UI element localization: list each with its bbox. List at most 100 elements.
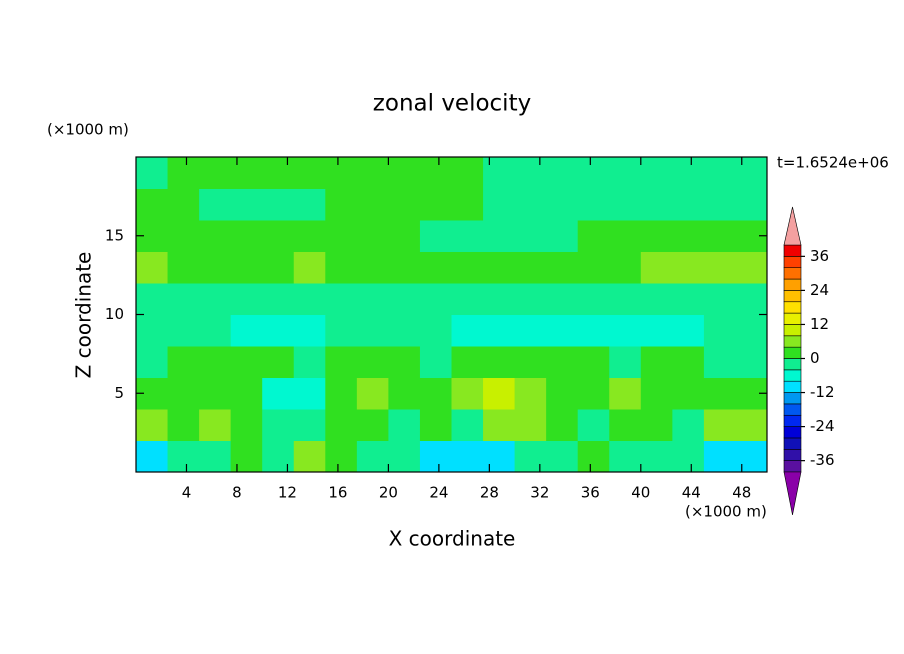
colorbar-box [783, 426, 802, 439]
contour-cell [640, 157, 673, 189]
contour-cell [356, 377, 389, 410]
contour-cell [388, 220, 421, 252]
contour-cell [388, 314, 421, 347]
x-tick-label: 12 [278, 484, 297, 502]
contour-cell [640, 346, 673, 378]
contour-cell [325, 314, 358, 347]
contour-cell [136, 314, 169, 347]
contour-cell [262, 220, 295, 252]
colorbar-tick-label: 12 [810, 315, 829, 333]
contour-cell [419, 220, 452, 252]
contour-cell [514, 346, 547, 378]
contour-cell [356, 440, 389, 473]
contour-cell [483, 157, 516, 189]
colorbar-box [783, 346, 802, 359]
contour-cell [167, 220, 200, 252]
colorbar-extend-high [783, 206, 802, 246]
contour-cell [451, 251, 484, 284]
colorbar-box [783, 437, 802, 450]
x-tick-label: 8 [232, 484, 242, 502]
contour-cell [577, 157, 610, 189]
contour-cell [577, 251, 610, 284]
contour-cell [167, 409, 200, 441]
contour-cell [388, 188, 421, 221]
colorbar-box [783, 392, 802, 405]
contour-cell [483, 251, 516, 284]
contour-cell [514, 440, 547, 473]
colorbar-tick-label: 36 [810, 247, 829, 265]
contour-cell [703, 251, 736, 284]
contour-cell [577, 188, 610, 221]
contour-cell [167, 346, 200, 378]
contour-cell [577, 314, 610, 347]
contour-cell [388, 346, 421, 378]
contour-cell [672, 440, 705, 473]
contour-cell [703, 346, 736, 378]
contour-cell [293, 157, 326, 189]
contour-cell [356, 409, 389, 441]
contour-cell [546, 409, 579, 441]
contour-cell [703, 409, 736, 441]
contour-cell [609, 440, 642, 473]
contour-cell [640, 220, 673, 252]
contour-cell [672, 377, 705, 410]
contour-cell [356, 251, 389, 284]
contour-cell [230, 377, 263, 410]
contour-cell [262, 377, 295, 410]
contour-cell [136, 157, 169, 189]
contour-cell [577, 377, 610, 410]
contour-cell [451, 440, 484, 473]
contour-cell [262, 409, 295, 441]
contour-cell [388, 409, 421, 441]
contour-cell [356, 157, 389, 189]
contour-cell [546, 220, 579, 252]
contour-cell [167, 377, 200, 410]
colorbar-box [783, 335, 802, 348]
contour-cell [293, 377, 326, 410]
contour-cell [230, 251, 263, 284]
contour-cell [136, 251, 169, 284]
y-units: (×1000 m) [47, 121, 129, 139]
colorbar-box [783, 414, 802, 427]
contour-cell [672, 314, 705, 347]
contour-cell [199, 157, 232, 189]
contour-cell [419, 409, 452, 441]
contour-cell [419, 314, 452, 347]
contour-cell [483, 314, 516, 347]
contour-cell [199, 188, 232, 221]
contour-cell [609, 377, 642, 410]
contour-cell [419, 346, 452, 378]
contour-cell [672, 251, 705, 284]
x-tick-label: 4 [182, 484, 192, 502]
contour-cell [388, 377, 421, 410]
contour-cell [451, 157, 484, 189]
contour-cell [609, 157, 642, 189]
contour-cell [640, 283, 673, 315]
x-tick-label: 32 [530, 484, 549, 502]
contour-cell [230, 283, 263, 315]
contour-cell [546, 188, 579, 221]
contour-cell [293, 409, 326, 441]
contour-cell [703, 220, 736, 252]
contour-cell [356, 283, 389, 315]
contour-cell [199, 314, 232, 347]
colorbar-box [783, 301, 802, 314]
contour-cell [419, 440, 452, 473]
contour-cell [199, 377, 232, 410]
contour-cell [609, 314, 642, 347]
contour-cell [703, 283, 736, 315]
contour-cell [451, 409, 484, 441]
contour-cell [293, 440, 326, 473]
contour-cell [483, 283, 516, 315]
colorbar-box [783, 312, 802, 325]
x-tick-label: 16 [328, 484, 347, 502]
contour-cell [199, 440, 232, 473]
contour-cell [735, 157, 768, 189]
contour-cell [230, 157, 263, 189]
contour-cell [577, 346, 610, 378]
contour-cell [419, 251, 452, 284]
contour-cell [419, 377, 452, 410]
contour-cell [262, 283, 295, 315]
x-tick-label: 40 [631, 484, 650, 502]
contour-cell [703, 377, 736, 410]
